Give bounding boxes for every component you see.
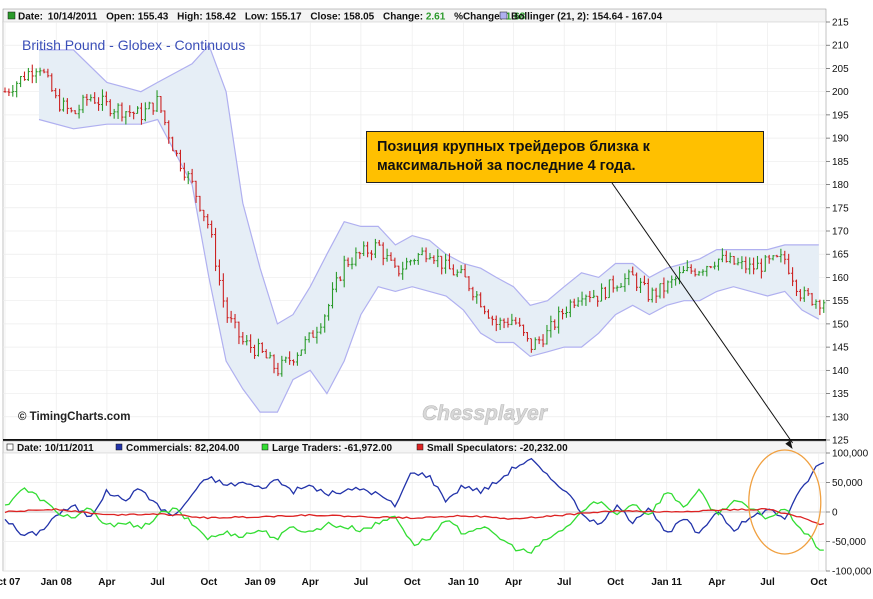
commercials-line: [4, 457, 825, 537]
chart-title: British Pound - Globex - Continuous: [22, 37, 245, 53]
price-bars: [3, 64, 826, 377]
price-ytick-label: 130: [832, 412, 849, 423]
callout-box: Позиция крупных трейдеров близка к макси…: [366, 131, 764, 183]
price-ytick-label: 215: [832, 18, 849, 29]
x-tick-label: Jan 10: [448, 577, 480, 588]
price-ytick-label: 200: [832, 87, 849, 98]
x-tick-label: Jan 09: [245, 577, 277, 588]
price-header: Date: 10/14/2011 Open: 155.43 High: 158.…: [7, 11, 663, 23]
commercials-legend-label: Commercials: 82,204.00: [126, 443, 240, 454]
x-tick-label: Jul: [557, 577, 572, 588]
price-ytick-label: 190: [832, 134, 849, 145]
price-ytick-label: 210: [832, 41, 849, 52]
price-header-text: Date: 10/14/2011 Open: 155.43 High: 158.…: [18, 12, 526, 23]
cot-date-label: Date: 10/11/2011: [17, 443, 94, 454]
small-speculators-line: [4, 507, 824, 526]
bollinger-fill: [39, 45, 819, 413]
watermark-text: Chessplayer: [422, 402, 549, 425]
x-tick-label: Jan 11: [651, 577, 682, 588]
price-ytick-label: 165: [832, 250, 849, 261]
x-tick-label: Oct 07: [0, 577, 21, 588]
cot-header: Date: 10/11/2011 Commercials: 82,204.00 …: [6, 443, 568, 454]
cot-ytick-label: 0: [832, 508, 838, 519]
x-tick-label: Apr: [98, 577, 115, 588]
price-ytick-label: 205: [832, 64, 849, 75]
x-tick-label: Apr: [505, 577, 522, 588]
bollinger-band: [38, 44, 820, 413]
x-tick-label: Jan 08: [41, 577, 73, 588]
price-ytick-label: 140: [832, 366, 849, 377]
highlight-ellipse: [748, 449, 822, 555]
bollinger-lower-line: [38, 118, 820, 413]
large-traders-line: [4, 487, 824, 554]
cot-series: [4, 457, 825, 554]
x-axis: Oct 07 Jan 08 Apr Jul Oct Jan 09 Apr Jul Oct Jan …: [0, 577, 828, 588]
price-y-axis: 125 130 135 140 145 150 155 160 165 170 175 180 185 1…: [826, 18, 849, 447]
x-tick-label: Oct: [810, 577, 827, 588]
cot-ytick-label: -100,000: [832, 567, 872, 578]
small-speculators-legend-swatch: [416, 443, 424, 451]
x-tick-label: Oct: [607, 577, 624, 588]
cot-date-swatch: [6, 443, 14, 451]
price-ytick-label: 125: [832, 436, 849, 447]
callout-line-1: Позиция крупных трейдеров близка к: [377, 139, 650, 155]
price-ytick-label: 180: [832, 180, 849, 191]
cot-ytick-label: -50,000: [832, 537, 866, 548]
callout-line-2: максимальной за последние 4 года.: [377, 158, 636, 174]
large-traders-legend-label: Large Traders: -61,972.00: [272, 443, 393, 454]
cot-ytick-label: 50,000: [832, 478, 863, 489]
x-tick-label: Jul: [354, 577, 369, 588]
cot-ytick-label: 100,000: [832, 449, 869, 460]
x-tick-label: Oct: [201, 577, 218, 588]
small-speculators-legend-label: Small Speculators: -20,232.00: [427, 443, 568, 454]
cot-y-axis: -100,000 -50,000 0 50,000 100,000: [826, 449, 872, 578]
price-ytick-label: 195: [832, 110, 849, 121]
price-ytick-label: 175: [832, 203, 849, 214]
x-tick-label: Jul: [760, 577, 775, 588]
x-tick-label: Jul: [150, 577, 165, 588]
price-ytick-label: 135: [832, 389, 849, 400]
large-traders-legend-swatch: [261, 443, 269, 451]
bollinger-legend-label: Bollinger (21, 2): 154.64 - 167.04: [511, 12, 663, 23]
price-ytick-label: 185: [832, 157, 849, 168]
callout-arrowhead: [785, 440, 793, 449]
price-ytick-label: 150: [832, 319, 849, 330]
callout-arrow: [611, 182, 793, 444]
price-ytick-label: 145: [832, 343, 849, 354]
commercials-legend-swatch: [115, 443, 123, 451]
x-tick-label: Apr: [708, 577, 725, 588]
copyright-text: © TimingCharts.com: [18, 411, 130, 423]
bollinger-upper-line: [39, 44, 819, 325]
price-ytick-label: 170: [832, 227, 849, 238]
x-tick-label: Apr: [302, 577, 319, 588]
price-legend-swatch: [7, 11, 16, 20]
bollinger-legend-swatch: [499, 11, 508, 20]
price-ytick-label: 160: [832, 273, 849, 284]
x-tick-label: Oct: [404, 577, 421, 588]
price-ytick-label: 155: [832, 296, 849, 307]
